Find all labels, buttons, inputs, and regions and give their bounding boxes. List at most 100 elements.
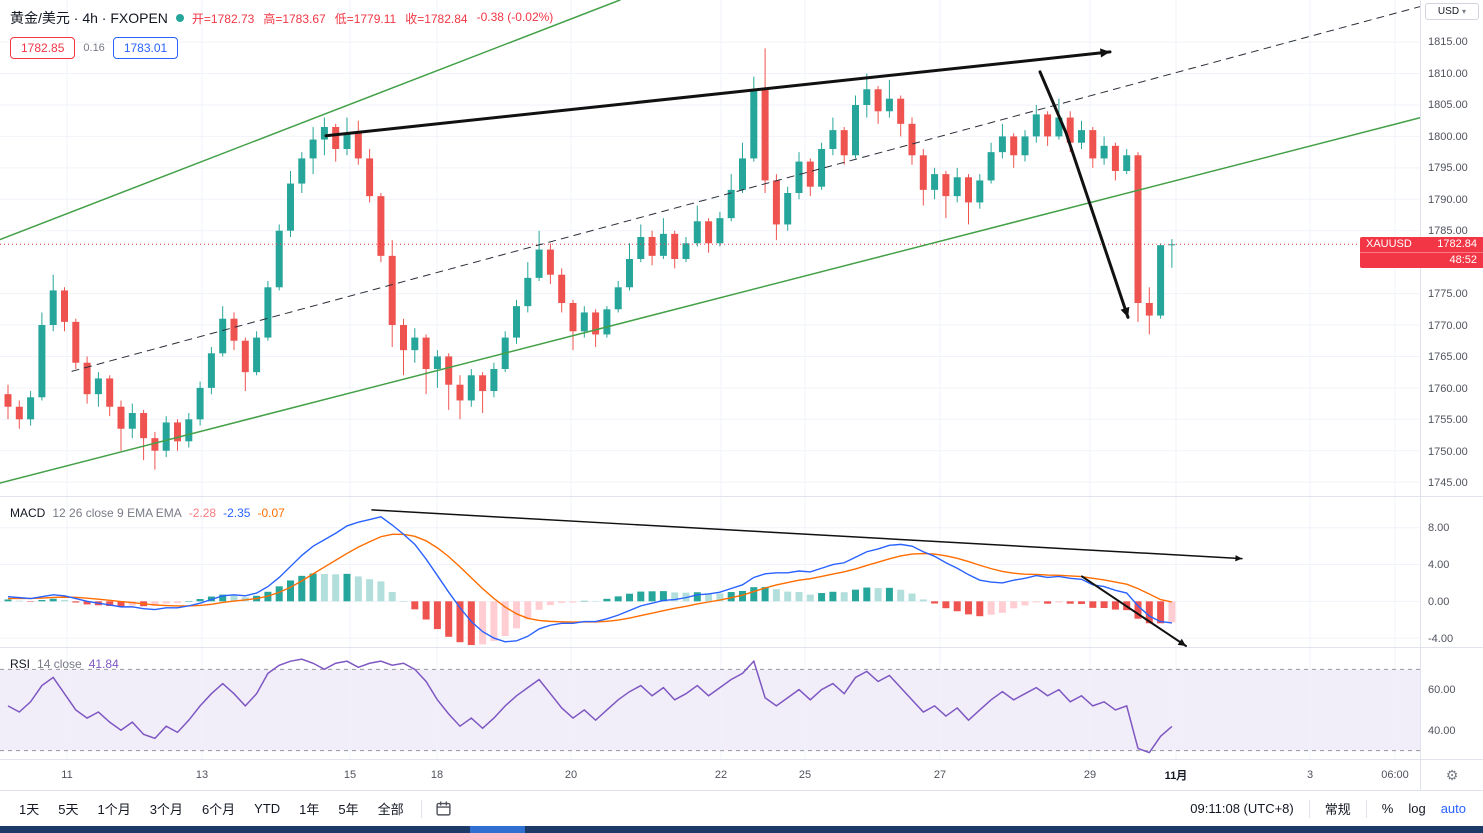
macd-pane: MACD 12 26 close 9 EMA EMA -2.28 -2.35 -… xyxy=(0,497,1420,648)
range-1y-button[interactable]: 1年 xyxy=(299,802,320,817)
time-axis-label: 11月 xyxy=(1164,770,1188,782)
range-3m-button[interactable]: 3个月 xyxy=(149,802,183,817)
price-tag-symbol: XAUUSD xyxy=(1366,238,1412,250)
time-axis-label: 25 xyxy=(798,769,812,781)
range-5y-button[interactable]: 5年 xyxy=(338,802,359,817)
macd-axis-label: 0.00 xyxy=(1428,596,1450,608)
rsi-legend: RSI 14 close 41.84 xyxy=(10,657,119,671)
taskbar-accent xyxy=(470,826,525,833)
macd-axis-label: 4.00 xyxy=(1428,559,1450,571)
macd-signal-value: -0.07 xyxy=(257,506,285,520)
toolbar-divider xyxy=(420,799,422,818)
range-all-button[interactable]: 全部 xyxy=(377,802,404,817)
currency-label: USD xyxy=(1437,6,1460,17)
quote-row: 1782.85 0.16 1783.01 xyxy=(10,37,553,59)
axis-settings-corner: ⚙ xyxy=(1420,760,1483,791)
clock-display[interactable]: 09:11:08 (UTC+8) xyxy=(1190,801,1294,816)
price-axis-label: 1745.00 xyxy=(1428,477,1468,490)
range-1m-button[interactable]: 1个月 xyxy=(97,802,131,817)
time-axis-label: 18 xyxy=(430,769,444,781)
macd-down-arrow-head xyxy=(1177,638,1186,647)
macd-title[interactable]: MACD xyxy=(10,506,46,520)
ohlc-open: 开=1782.73 xyxy=(191,11,255,26)
macd-signal-line xyxy=(7,533,1173,623)
ohlc-close: 收=1782.84 xyxy=(405,11,468,26)
rsi-axis[interactable]: 60.00 40.00 xyxy=(1420,648,1483,760)
channel-lower-line[interactable] xyxy=(0,117,1420,484)
channel-upper-line[interactable] xyxy=(0,0,621,241)
rsi-params: 14 close xyxy=(37,657,82,671)
sell-price-button[interactable]: 1782.85 xyxy=(10,37,76,59)
rsi-chart-canvas[interactable] xyxy=(0,648,1420,759)
gear-icon[interactable]: ⚙ xyxy=(1445,766,1459,783)
upper-trend-arrow[interactable] xyxy=(324,50,1112,138)
time-axis[interactable]: 11 13 15 18 20 22 25 27 29 11月 3 06:00 xyxy=(0,760,1420,791)
time-axis-label: 22 xyxy=(714,769,728,781)
price-axis-label: 1765.00 xyxy=(1428,351,1468,364)
spread-value: 0.16 xyxy=(83,42,105,54)
auto-scale-button[interactable]: auto xyxy=(1440,801,1466,816)
macd-chart-canvas[interactable] xyxy=(0,497,1420,647)
percent-scale-button[interactable]: % xyxy=(1381,801,1394,816)
price-axis-label: 1750.00 xyxy=(1428,445,1468,458)
time-axis-label: 06:00 xyxy=(1381,769,1409,781)
buy-price-button[interactable]: 1783.01 xyxy=(112,37,179,59)
date-range-group: 1天 5天 1个月 3个月 6个月 YTD 1年 5年 全部 xyxy=(10,796,457,821)
price-axis-label: 1760.00 xyxy=(1428,382,1468,395)
price-tag: XAUUSD 1782.84 48:52 xyxy=(1360,237,1483,268)
toolbar-divider xyxy=(1308,799,1310,818)
price-axis-label: 1790.00 xyxy=(1428,193,1468,206)
symbol-title[interactable]: 黄金/美元 · 4h · FXOPEN xyxy=(10,10,168,26)
toolbar-divider xyxy=(1365,799,1367,818)
calendar-icon xyxy=(436,801,451,816)
range-1d-button[interactable]: 1天 xyxy=(19,802,40,817)
price-axis-label: 1755.00 xyxy=(1428,414,1468,427)
chart-legend: 黄金/美元 · 4h · FXOPEN 开=1782.73 高=1783.67 … xyxy=(10,8,553,59)
macd-axis[interactable]: 8.00 4.00 0.00 -4.00 xyxy=(1420,497,1483,648)
macd-line-value: -2.35 xyxy=(223,506,251,520)
bar-countdown: 48:52 xyxy=(1449,254,1477,266)
currency-dropdown[interactable]: USD ▾ xyxy=(1425,3,1479,20)
time-axis-label: 3 xyxy=(1306,769,1314,781)
price-axis-label: 1810.00 xyxy=(1428,67,1468,80)
rsi-axis-label: 60.00 xyxy=(1428,684,1456,696)
ohlc-low: 低=1779.11 xyxy=(334,11,397,26)
log-scale-button[interactable]: log xyxy=(1408,801,1426,816)
scale-controls-group: 09:11:08 (UTC+8) 常规 % log auto xyxy=(1183,796,1473,821)
rsi-line xyxy=(7,658,1173,754)
rsi-title[interactable]: RSI xyxy=(10,657,31,671)
macd-axis-label: -4.00 xyxy=(1428,633,1454,646)
price-axis-label: 1775.00 xyxy=(1428,288,1468,301)
price-change: -0.38 (-0.02%) xyxy=(476,9,554,24)
market-status-icon[interactable] xyxy=(175,14,184,22)
upper-trend-arrow-head xyxy=(1100,48,1110,58)
range-6m-button[interactable]: 6个月 xyxy=(201,802,236,817)
macd-divergence-arrow[interactable] xyxy=(371,509,1243,560)
time-axis-label: 20 xyxy=(564,769,578,781)
trend-dashed-line[interactable] xyxy=(71,2,1420,372)
macd-down-arrow[interactable] xyxy=(1081,575,1187,647)
ohlc-high: 高=1783.67 xyxy=(263,11,326,26)
price-axis-label: 1800.00 xyxy=(1428,130,1468,143)
range-5d-button[interactable]: 5天 xyxy=(58,802,79,817)
macd-axis-label: 8.00 xyxy=(1428,521,1450,534)
time-axis-label: 15 xyxy=(343,769,357,781)
price-axis-label: 1815.00 xyxy=(1428,36,1468,49)
breakdown-arrow[interactable] xyxy=(1038,70,1130,319)
macd-histogram xyxy=(4,573,1176,646)
taskbar-strip xyxy=(0,826,1483,833)
price-grid xyxy=(0,0,1420,496)
range-ytd-button[interactable]: YTD xyxy=(254,801,281,816)
time-axis-label: 11 xyxy=(61,769,73,781)
price-axis-label: 1805.00 xyxy=(1428,99,1468,112)
price-chart-canvas[interactable] xyxy=(0,0,1420,496)
bottom-toolbar: 1天 5天 1个月 3个月 6个月 YTD 1年 5年 全部 xyxy=(0,791,1483,826)
macd-hist-value: -2.28 xyxy=(188,506,217,520)
price-tag-price: 1782.84 xyxy=(1437,238,1477,250)
regular-session-button[interactable]: 常规 xyxy=(1324,802,1351,817)
rsi-axis-label: 40.00 xyxy=(1428,725,1456,737)
go-to-date-button[interactable] xyxy=(430,798,457,819)
time-axis-label: 27 xyxy=(933,769,947,781)
rsi-band xyxy=(0,669,1420,751)
